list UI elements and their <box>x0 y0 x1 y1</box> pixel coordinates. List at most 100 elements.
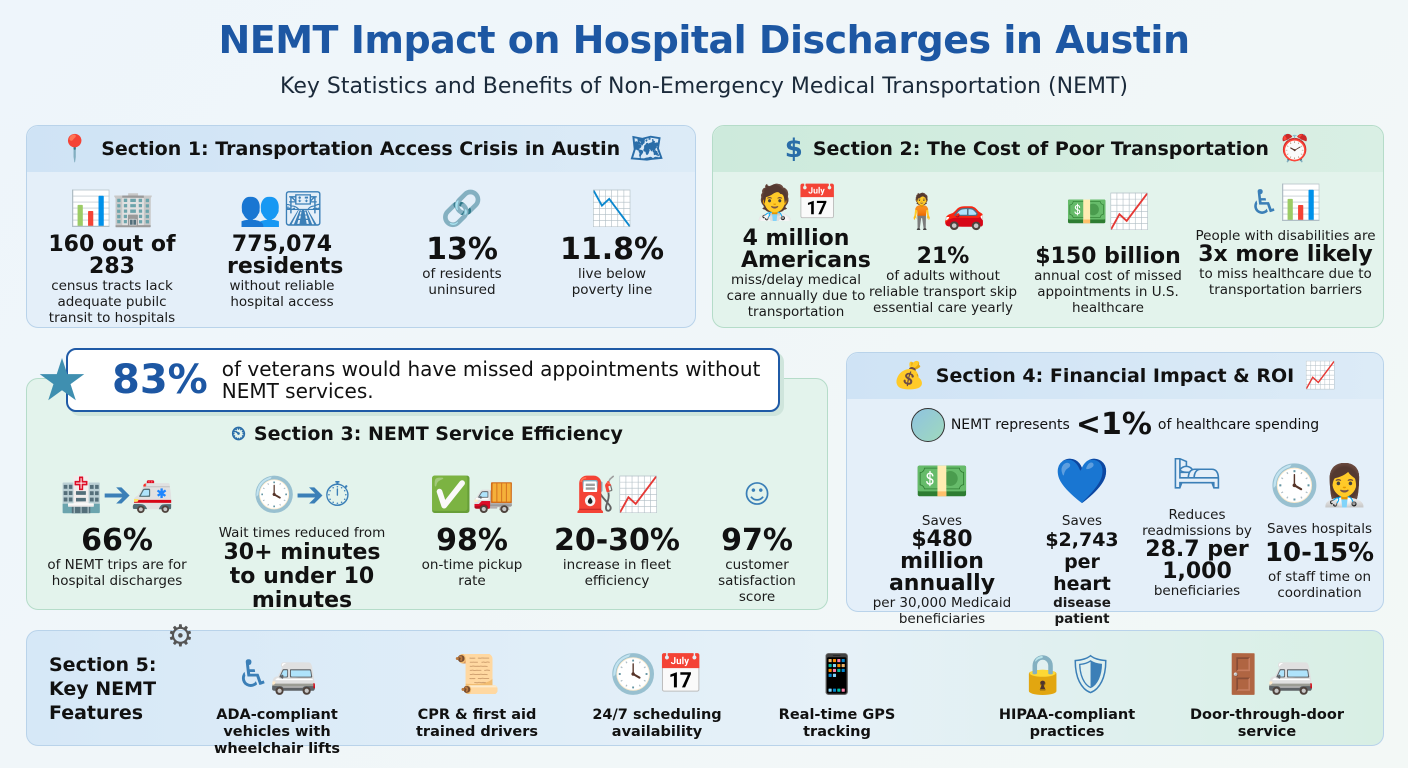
stat-disabilities: ♿📊 People with disabilities are 3x more li… <box>1193 178 1378 298</box>
wheelchair-van-icon: ♿🚐 <box>236 652 318 696</box>
dollar-circle-icon: $ <box>784 134 803 164</box>
stat-wait-times: 🕓➔⏱ Wait times reduced from 30+ minutes to… <box>207 465 397 613</box>
veterans-callout: 83% of veterans would have missed appoint… <box>66 348 780 412</box>
section-1-header: 📍 Section 1: Transportation Access Crisis… <box>27 126 695 172</box>
stat-poverty: 📉 11.8% live below poverty line <box>537 184 687 298</box>
section-5-title: Section 5: Key NEMT Features <box>49 654 157 724</box>
feature-label: Door-through-door service <box>1190 707 1344 740</box>
speedometer-icon: ⏲ <box>231 423 246 445</box>
lock-shield-icon: 🔒🛡 <box>1019 652 1115 696</box>
section-3-header: ⏲ Section 3: NEMT Service Efficiency <box>27 423 827 445</box>
stat-desc: of adults without reliable transport ski… <box>868 268 1018 316</box>
cash-icon: 💵 <box>914 456 970 507</box>
feature-hipaa: 🔒🛡 HIPAA-compliant practices <box>997 641 1137 741</box>
stat-value: 28.7 per 1,000 <box>1145 537 1249 584</box>
growth-chart-icon: 📈 <box>1304 361 1337 391</box>
spending-post: of healthcare spending <box>1157 416 1320 433</box>
stat-value: 97% <box>721 523 793 558</box>
section-1-title: Section 1: Transportation Access Crisis … <box>101 138 621 160</box>
wheelchair-chart-icon: ♿📊 <box>1249 183 1322 223</box>
stat-value: 13% <box>426 232 498 267</box>
stat-medicaid-savings: 💵 Saves $480 million annually per 30,000 Me… <box>857 451 1027 627</box>
veterans-value: 83% <box>112 357 208 403</box>
stat-americans: 🧑‍⚕️📅 4 million Americans miss/delay medic… <box>721 178 871 320</box>
feature-door: 🚪🚐 Door-through-door service <box>1187 641 1347 741</box>
stat-desc: beneficiaries <box>1153 583 1241 599</box>
stat-value: $150 billion <box>1035 244 1181 269</box>
stat-desc: to miss healthcare due to transportation… <box>1199 266 1372 298</box>
stat-value: 11.8% <box>559 232 665 267</box>
phone-gps-icon: 📱 <box>813 652 861 696</box>
stat-desc: on-time pickup rate <box>421 557 523 589</box>
stat-readmissions: 🛏 Reduces readmissions by 28.7 per 1,000 be… <box>1137 441 1257 599</box>
stat-value: 98% <box>436 523 508 558</box>
stat-pre: Saves <box>1061 513 1103 529</box>
stat-uninsured: 🔗 13% of residents uninsured <box>387 184 537 298</box>
check-truck-icon: ✅🚚 <box>429 475 515 515</box>
bar-chart-buildings-icon: 📊🏢 <box>69 189 155 229</box>
spending-share: NEMT represents <1% of healthcare spending <box>847 407 1383 442</box>
stat-value: 160 out of 283 <box>48 232 176 279</box>
stat-value: 20-30% <box>553 523 680 558</box>
stat-value: $2,743 per heart <box>1045 529 1119 595</box>
person-car-icon: 🧍🚗 <box>900 192 986 232</box>
stat-satisfaction: ☺ 97% customer satisfaction score <box>697 465 817 605</box>
section-4-title: Section 4: Financial Impact & ROI <box>935 365 1295 387</box>
broken-chain-icon: 🔗 <box>440 189 484 229</box>
feature-gps: 📱 Real-time GPS tracking <box>767 641 907 741</box>
people-road-icon: 👥🛣 <box>239 189 325 229</box>
section-1-panel: 📍 Section 1: Transportation Access Crisis… <box>26 125 696 328</box>
stat-residents: 👥🛣 775,074 residents without reliable hosp… <box>207 184 357 310</box>
stat-pre: Saves hospitals <box>1267 521 1372 537</box>
stat-desc: customer satisfaction score <box>718 557 796 605</box>
certificate-icon: 📜 <box>453 652 501 696</box>
section-2-title: Section 2: The Cost of Poor Transportati… <box>812 138 1269 160</box>
stat-value: 21% <box>916 244 970 269</box>
page-subtitle: Key Statistics and Benefits of Non-Emerg… <box>279 74 1128 99</box>
section-4-header: 💰 Section 4: Financial Impact & ROI 📈 <box>847 353 1383 399</box>
stat-census-tracts: 📊🏢 160 out of 283 census tracts lack adequ… <box>37 184 187 326</box>
money-trend-icon: 💵📈 <box>1065 192 1151 232</box>
stat-desc: of residents uninsured <box>422 266 502 298</box>
section-4-panel: 💰 Section 4: Financial Impact & ROI 📈 NEMT… <box>846 352 1384 627</box>
stat-value: 4 million Americans <box>741 226 871 273</box>
stat-value: 775,074 residents <box>227 232 344 279</box>
spending-pre: NEMT represents <box>950 416 1070 433</box>
stat-skip-care: 🧍🚗 21% of adults without reliable transpor… <box>868 178 1018 316</box>
clock-calendar-icon: 🕓📅 <box>609 652 705 696</box>
veterans-text: of veterans would have missed appointmen… <box>221 357 761 403</box>
clock-nurse-icon: 🕓👩‍⚕️ <box>1269 463 1370 509</box>
stat-desc: annual cost of missed appointments in U.… <box>1034 268 1182 316</box>
map-pin-icon: 📍 <box>58 134 92 164</box>
stat-pre: Wait times reduced from <box>218 525 386 541</box>
stat-discharge-trips: 🏥➔🚑 66% of NEMT trips are for hospital dis… <box>37 465 197 589</box>
stat-desc: per 30,000 Medicaid beneficiaries <box>872 595 1012 627</box>
clock-stopwatch-icon: 🕓➔⏱ <box>253 475 351 515</box>
stat-desc: increase in fleet efficiency <box>562 557 672 589</box>
spending-value: <1% <box>1075 407 1152 442</box>
pie-icon <box>910 407 945 442</box>
stat-desc: of NEMT trips are for hospital discharge… <box>47 557 187 589</box>
feature-scheduling: 🕓📅 24/7 scheduling availability <box>587 641 727 741</box>
money-bag-icon: 💰 <box>893 361 926 391</box>
stat-desc: of staff time on coordination <box>1267 569 1372 601</box>
hospital-bed-icon: 🛏 <box>1171 451 1223 497</box>
stat-value: $480 million annually <box>888 527 996 596</box>
stat-value: 30+ minutes to under 10 minutes <box>223 540 381 613</box>
stat-heart-savings: 💙 Saves $2,743 per heart disease patient <box>1027 451 1137 627</box>
declining-chart-dollar-icon: 📉 <box>590 189 634 229</box>
feature-label: Real-time GPS tracking <box>778 707 896 740</box>
stat-fleet: ⛽📈 20-30% increase in fleet efficiency <box>547 465 687 589</box>
feature-cpr: 📜 CPR & first aid trained drivers <box>407 641 547 741</box>
stat-value: 66% <box>81 523 153 558</box>
section-5-panel: Section 5: Key NEMT Features ⚙ ♿🚐 ADA-com… <box>26 619 1384 757</box>
door-van-icon: 🚪🚐 <box>1219 652 1315 696</box>
clock-x-icon: ⏰ <box>1278 134 1312 164</box>
star-icon: ★ <box>36 346 88 414</box>
gears-icon: ⚙ <box>167 619 194 654</box>
stat-staff-time: 🕓👩‍⚕️ Saves hospitals 10-15% of staff time … <box>1262 451 1377 601</box>
feature-label: CPR & first aid trained drivers <box>416 707 538 740</box>
feature-ada: ♿🚐 ADA-compliant vehicles with wheelchair… <box>187 641 367 758</box>
section-3-title: Section 3: NEMT Service Efficiency <box>253 423 623 445</box>
section-2-panel: $ Section 2: The Cost of Poor Transportat… <box>712 125 1384 328</box>
